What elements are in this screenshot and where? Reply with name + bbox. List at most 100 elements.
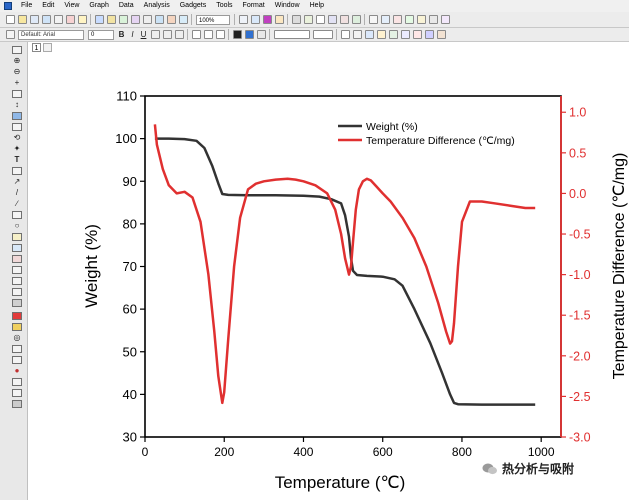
polygon-tool-icon[interactable] bbox=[12, 233, 22, 241]
new-layer-icon[interactable] bbox=[380, 15, 390, 24]
zoom-out-icon[interactable]: ⊖ bbox=[13, 67, 21, 76]
menu-analysis[interactable]: Analysis bbox=[143, 2, 170, 9]
print-icon[interactable] bbox=[142, 15, 152, 24]
grid-icon[interactable] bbox=[376, 30, 386, 39]
font-color-icon[interactable] bbox=[232, 30, 242, 39]
ellipse-tool-icon[interactable]: ○ bbox=[14, 221, 20, 230]
subscript-icon[interactable] bbox=[162, 30, 172, 39]
table-tool-icon[interactable] bbox=[12, 356, 22, 364]
project-explorer-icon[interactable] bbox=[291, 15, 301, 24]
zoom-select[interactable]: 100% bbox=[196, 14, 230, 25]
panel-tool-icon[interactable] bbox=[12, 400, 22, 408]
message-log-icon[interactable] bbox=[339, 15, 349, 24]
import-icon[interactable] bbox=[118, 15, 128, 24]
extract-icon[interactable] bbox=[416, 15, 426, 24]
menu-view[interactable]: View bbox=[64, 2, 80, 9]
fill-color-icon[interactable] bbox=[244, 30, 254, 39]
new-function-icon[interactable] bbox=[65, 15, 75, 24]
image-tool-icon[interactable] bbox=[12, 378, 22, 386]
scale-bar-icon[interactable] bbox=[12, 299, 22, 307]
page-tab-add[interactable] bbox=[43, 43, 52, 52]
screen-reader-icon[interactable]: + bbox=[14, 78, 20, 87]
menu-help[interactable]: Help bbox=[309, 2, 325, 9]
layer-icon[interactable] bbox=[238, 15, 248, 24]
symbol-size-icon[interactable] bbox=[352, 30, 362, 39]
new-graph-icon[interactable] bbox=[41, 15, 51, 24]
data-selector-icon[interactable]: ↕ bbox=[15, 100, 19, 109]
data-reader-icon[interactable] bbox=[12, 90, 22, 98]
menu-tools[interactable]: Tools bbox=[216, 2, 233, 9]
refresh-icon[interactable] bbox=[166, 15, 176, 24]
underline-button[interactable]: U bbox=[140, 30, 147, 39]
pointer-tool-icon[interactable] bbox=[12, 46, 22, 54]
line-tool-icon[interactable]: / bbox=[15, 188, 19, 197]
code-builder-icon[interactable] bbox=[315, 15, 325, 24]
color-scale-icon[interactable] bbox=[262, 15, 272, 24]
mask-icon[interactable]: ✦ bbox=[13, 144, 21, 153]
font-size-select[interactable]: 0 bbox=[88, 29, 114, 40]
date-time-icon[interactable]: ◎ bbox=[13, 333, 21, 342]
draw-data-icon[interactable] bbox=[12, 123, 22, 131]
page-tab-1[interactable]: 1 bbox=[32, 43, 41, 52]
superscript-icon[interactable] bbox=[150, 30, 160, 39]
region-selector-icon[interactable] bbox=[12, 112, 22, 120]
italic-button[interactable]: I bbox=[131, 30, 134, 39]
align-center-icon[interactable] bbox=[203, 30, 213, 39]
merge-icon[interactable] bbox=[392, 15, 402, 24]
zoom-in-icon[interactable]: ⊕ bbox=[13, 56, 21, 65]
add-text-icon[interactable] bbox=[250, 15, 260, 24]
polyline-tool-icon[interactable]: ∕ bbox=[16, 199, 18, 208]
results-log-icon[interactable] bbox=[274, 15, 284, 24]
graph-object-icon[interactable] bbox=[12, 389, 22, 397]
new-matrix-icon[interactable] bbox=[53, 15, 63, 24]
color-scale-tool-icon[interactable] bbox=[12, 312, 22, 320]
legend-tool-icon[interactable] bbox=[12, 323, 22, 331]
menu-graph[interactable]: Graph bbox=[89, 2, 109, 9]
new-workbook-icon[interactable] bbox=[29, 15, 39, 24]
import-wizard-icon[interactable] bbox=[130, 15, 140, 24]
bold-button[interactable]: B bbox=[118, 30, 125, 39]
line-style-select[interactable] bbox=[273, 30, 310, 39]
layer-properties-icon[interactable] bbox=[388, 30, 398, 39]
axis-icon[interactable] bbox=[412, 30, 422, 39]
add-graph-icon[interactable] bbox=[12, 277, 22, 285]
align-right-icon[interactable] bbox=[215, 30, 225, 39]
menu-window[interactable]: Window bbox=[274, 2, 300, 9]
arrange-layers-icon[interactable] bbox=[404, 15, 414, 24]
menu-edit[interactable]: Edit bbox=[42, 2, 55, 9]
rectangle-tool-icon[interactable] bbox=[12, 211, 22, 219]
script-window-icon[interactable] bbox=[303, 15, 313, 24]
line-width-select[interactable] bbox=[312, 30, 333, 39]
app-gallery-icon[interactable] bbox=[351, 15, 361, 24]
object-tool-icon[interactable] bbox=[12, 345, 22, 353]
rescale-icon[interactable] bbox=[368, 15, 378, 24]
pattern-icon[interactable] bbox=[256, 30, 266, 39]
menu-file[interactable]: File bbox=[21, 2, 33, 9]
save-icon[interactable] bbox=[94, 15, 104, 24]
arrow-tool-icon[interactable] bbox=[12, 167, 22, 175]
duplicate-icon[interactable] bbox=[178, 15, 188, 24]
align-left-icon[interactable] bbox=[191, 30, 201, 39]
export-graph-icon[interactable] bbox=[436, 30, 446, 39]
command-window-icon[interactable] bbox=[327, 15, 337, 24]
menu-gadgets[interactable]: Gadgets bbox=[179, 2, 207, 9]
freehand-tool-icon[interactable] bbox=[12, 255, 22, 263]
export-icon[interactable] bbox=[154, 15, 164, 24]
menu-format[interactable]: Format bbox=[242, 2, 265, 9]
link-icon[interactable] bbox=[428, 15, 438, 24]
curved-arrow-icon[interactable]: ↗ bbox=[13, 177, 21, 186]
open-template-icon[interactable] bbox=[106, 15, 116, 24]
symbol-icon[interactable] bbox=[340, 30, 350, 39]
plot-details-icon[interactable] bbox=[400, 30, 410, 39]
new-excel-icon[interactable] bbox=[77, 15, 87, 24]
menu-data[interactable]: Data bbox=[118, 2, 134, 9]
matrix-icon[interactable] bbox=[424, 30, 434, 39]
new-project-icon[interactable] bbox=[5, 15, 15, 24]
add-layer-icon[interactable] bbox=[12, 288, 22, 296]
text-tool-icon[interactable]: T bbox=[14, 155, 20, 164]
rotate-icon[interactable]: ⟲ bbox=[13, 133, 21, 142]
greek-icon[interactable] bbox=[174, 30, 184, 39]
record-icon[interactable]: ● bbox=[14, 366, 20, 375]
add-table-icon[interactable] bbox=[12, 266, 22, 274]
open-icon[interactable] bbox=[17, 15, 27, 24]
